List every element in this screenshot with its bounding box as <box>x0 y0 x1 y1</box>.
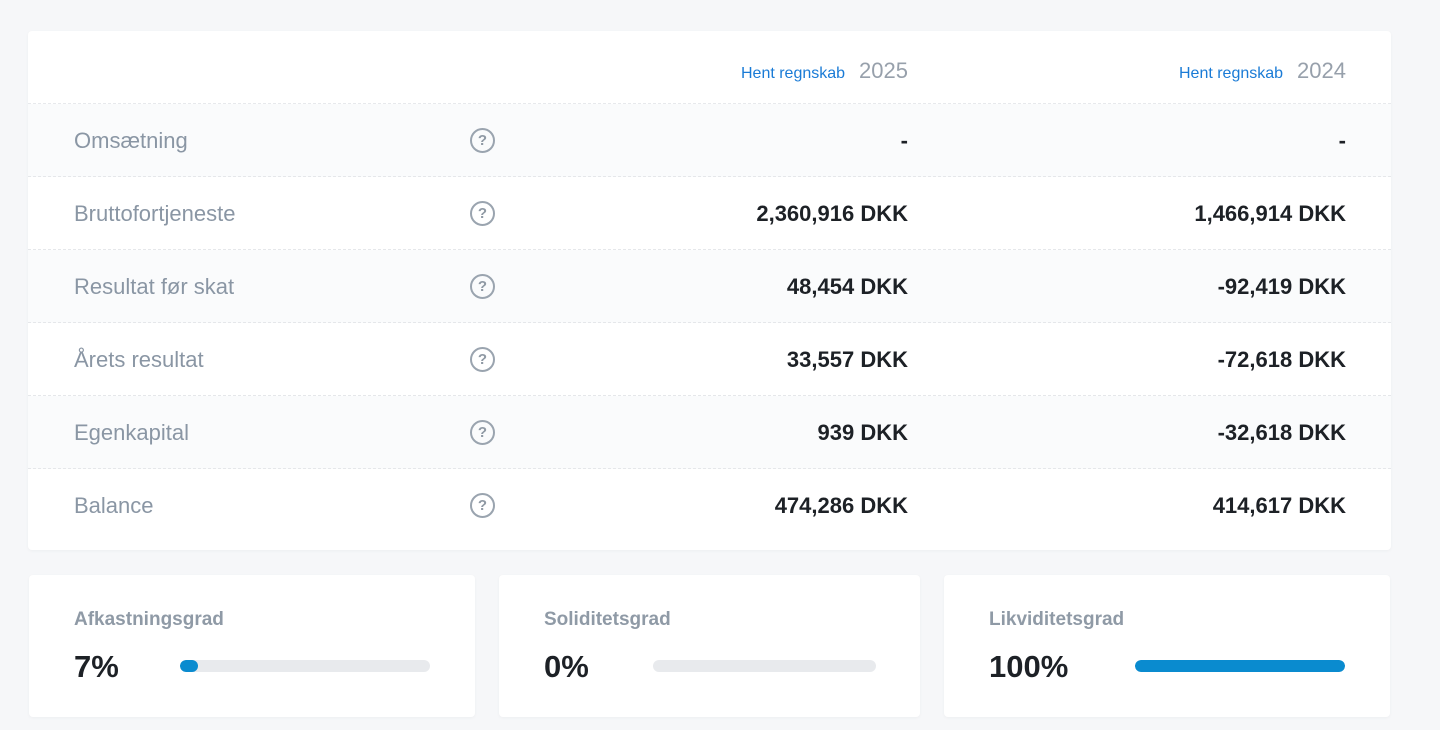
value-2025: 33,557 DKK <box>786 347 908 372</box>
value-2024: -92,419 DKK <box>1217 274 1346 299</box>
help-icon[interactable]: ? <box>470 493 495 518</box>
row-label: Egenkapital <box>74 420 189 445</box>
value-2025: 2,360,916 DKK <box>756 201 908 226</box>
value-2024: 414,617 DKK <box>1212 493 1346 518</box>
kpi-card-afkastningsgrad: Afkastningsgrad 7% <box>29 575 475 717</box>
row-label: Balance <box>74 493 154 518</box>
table-row: Bruttofortjeneste ? 2,360,916 DKK 1,466,… <box>28 177 1391 250</box>
progress-fill <box>180 660 198 672</box>
table-row: Balance ? 474,286 DKK 414,617 DKK <box>28 469 1391 542</box>
kpi-card-likviditetsgrad: Likviditetsgrad 100% <box>944 575 1390 717</box>
progress-bar <box>1135 660 1345 672</box>
download-accounts-link-2024[interactable]: Hent regnskab <box>1178 65 1284 82</box>
year-label-2024: 2024 <box>1297 58 1346 83</box>
help-icon[interactable]: ? <box>470 128 495 153</box>
year-label-2025: 2025 <box>859 58 908 83</box>
table-row: Resultat før skat ? 48,454 DKK -92,419 D… <box>28 250 1391 323</box>
value-2024: -72,618 DKK <box>1217 347 1346 372</box>
table-row: Egenkapital ? 939 DKK -32,618 DKK <box>28 396 1391 469</box>
progress-bar <box>180 660 430 672</box>
progress-fill <box>1135 660 1345 672</box>
row-label: Resultat før skat <box>74 274 235 299</box>
kpi-value: 0% <box>544 649 589 684</box>
value-2025: - <box>900 128 908 153</box>
kpi-value: 100% <box>989 649 1069 684</box>
table-row: Årets resultat ? 33,557 DKK -72,618 DKK <box>28 323 1391 396</box>
financials-header: Hent regnskab 2025 Hent regnskab 2024 <box>28 31 1391 104</box>
progress-bar <box>653 660 876 672</box>
kpi-value: 7% <box>74 649 119 684</box>
financials-card: Hent regnskab 2025 Hent regnskab 2024 Om… <box>28 31 1391 550</box>
value-2024: -32,618 DKK <box>1217 420 1346 445</box>
help-icon[interactable]: ? <box>470 274 495 299</box>
row-label: Årets resultat <box>74 347 204 372</box>
value-2024: - <box>1338 128 1346 153</box>
value-2024: 1,466,914 DKK <box>1194 201 1346 226</box>
row-label: Bruttofortjeneste <box>74 201 236 226</box>
kpi-title: Likviditetsgrad <box>989 609 1125 630</box>
row-label: Omsætning <box>74 128 188 153</box>
kpi-title: Soliditetsgrad <box>544 609 671 630</box>
value-2025: 48,454 DKK <box>786 274 908 299</box>
help-icon[interactable]: ? <box>470 201 495 226</box>
help-icon[interactable]: ? <box>470 420 495 445</box>
value-2025: 939 DKK <box>817 420 908 445</box>
download-accounts-link-2025[interactable]: Hent regnskab <box>740 65 846 82</box>
table-row: Omsætning ? - - <box>28 104 1391 177</box>
help-icon[interactable]: ? <box>470 347 495 372</box>
kpi-card-soliditetsgrad: Soliditetsgrad 0% <box>499 575 920 717</box>
column-header-2024: Hent regnskab 2024 <box>1178 58 1346 83</box>
value-2025: 474,286 DKK <box>774 493 908 518</box>
column-header-2025: Hent regnskab 2025 <box>740 58 908 83</box>
kpi-title: Afkastningsgrad <box>74 609 224 630</box>
